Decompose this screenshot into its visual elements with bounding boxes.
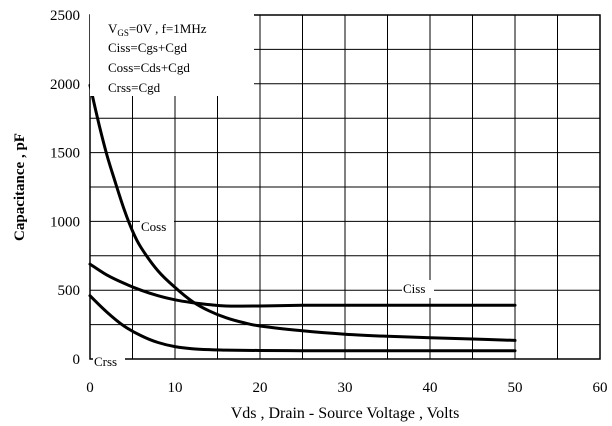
series-label-crss: Crss <box>94 354 117 369</box>
annotation-line-crss: Crss=Cgd <box>108 80 161 95</box>
condition-annotation: VGS=0V , f=1MHz <box>108 21 207 38</box>
annotation-box <box>90 14 254 96</box>
x-tick-label: 10 <box>168 380 183 396</box>
annotation-line-ciss: Ciss=Cgs+Cgd <box>108 40 187 55</box>
x-tick-label: 0 <box>86 380 94 396</box>
x-tick-label: 50 <box>508 380 523 396</box>
condition-subscript: GS <box>117 28 129 38</box>
y-tick-label: 0 <box>73 352 81 368</box>
series-line-crss <box>88 294 517 353</box>
y-tick-label: 2500 <box>50 8 80 24</box>
label-bg-crss <box>93 352 125 369</box>
x-axis-title: Vds , Drain - Source Voltage , Volts <box>231 405 460 422</box>
grid-layer <box>89 14 601 360</box>
label-bg-coss <box>140 216 174 234</box>
y-axis-title: Capacitance , pF <box>12 133 28 241</box>
x-tick-label: 40 <box>423 380 438 396</box>
series-line-coss <box>88 83 517 342</box>
series-label-coss: Coss <box>141 219 166 234</box>
plot-frame <box>89 14 601 360</box>
x-tick-label: 30 <box>338 380 353 396</box>
y-tick-label: 500 <box>58 283 81 299</box>
series-label-ciss: Ciss <box>403 281 425 296</box>
condition-prefix: V <box>108 21 118 36</box>
curves-layer <box>88 83 517 353</box>
x-tick-label: 60 <box>593 380 608 396</box>
condition-suffix: =0V , f=1MHz <box>129 21 207 36</box>
y-tick-label: 2000 <box>50 77 80 93</box>
annotation-line-coss: Coss=Cds+Cgd <box>108 60 190 75</box>
x-tick-label: 20 <box>253 380 268 396</box>
y-tick-label: 1000 <box>50 214 80 230</box>
tick-labels: 0 10 20 30 40 50 60 0 500 1000 1500 2000 2500 <box>50 8 608 396</box>
y-tick-label: 1500 <box>50 146 80 162</box>
series-line-ciss <box>88 262 517 308</box>
label-bg-ciss <box>402 280 434 298</box>
